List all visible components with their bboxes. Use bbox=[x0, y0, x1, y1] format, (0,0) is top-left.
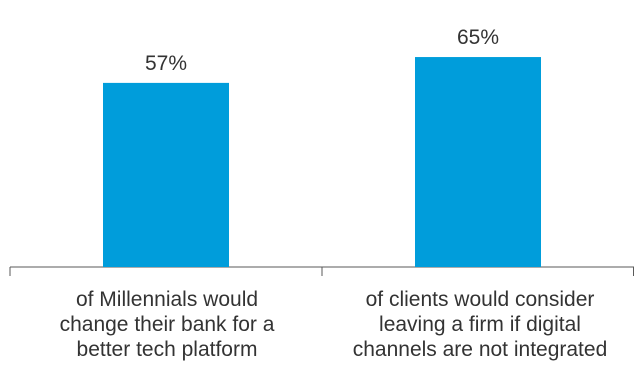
category-label-millennials: of Millennials would change their bank f… bbox=[59, 288, 275, 361]
category-label-clients: of clients would consider leaving a firm… bbox=[352, 288, 608, 361]
bar-value-label-1: 65% bbox=[457, 26, 499, 49]
bar-1 bbox=[415, 57, 541, 267]
bar-0 bbox=[103, 82, 229, 267]
bar-value-label-0: 57% bbox=[145, 52, 187, 75]
